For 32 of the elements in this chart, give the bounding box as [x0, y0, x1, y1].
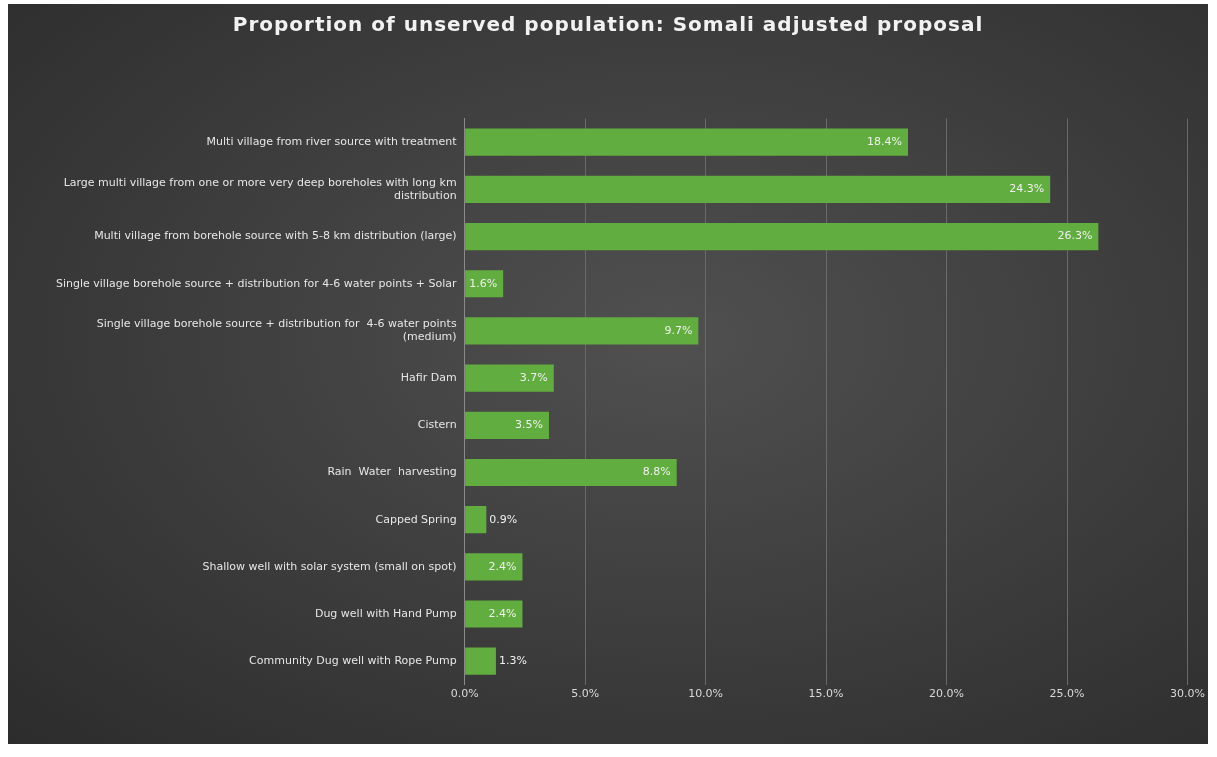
- data-label: 8.8%: [642, 465, 671, 479]
- chart-title: Proportion of unserved population: Somali adjusted proposal: [231, 12, 985, 36]
- x-tick-label: 0.0%: [450, 687, 479, 701]
- data-label: 3.5%: [515, 418, 543, 432]
- x-tick-label: 10.0%: [688, 687, 724, 701]
- y-tick-label: Single village borehole source + distribution for 4-6 water points + Solar: [55, 276, 458, 290]
- y-tick-label: Rain Water harvesting: [327, 465, 457, 479]
- x-tick-label: 30.0%: [1170, 687, 1205, 701]
- y-tick-label: Cistern: [417, 418, 457, 432]
- y-tick-label: Dug well with Hand Pump: [314, 606, 457, 620]
- data-label: 9.7%: [664, 323, 693, 337]
- y-tick-label: Multi village from river source with treatment: [206, 135, 458, 149]
- data-label: 2.4%: [488, 606, 517, 620]
- y-tick-label: Capped Spring: [375, 512, 457, 526]
- x-tick-label: 25.0%: [1049, 687, 1085, 701]
- x-tick-label: 20.0%: [929, 687, 965, 701]
- x-tick-label: 15.0%: [808, 687, 844, 701]
- data-label: 2.4%: [488, 559, 517, 573]
- y-tick-label: Hafir Dam: [400, 370, 457, 384]
- y-tick-label: Shallow well with solar system (small on spot): [202, 559, 457, 573]
- data-label: 24.3%: [1009, 182, 1045, 196]
- y-tick-label: Large multi village from one or more very deep boreholes with long km distribution: [63, 175, 457, 202]
- data-label: 26.3%: [1057, 229, 1093, 243]
- y-tick-label: Community Dug well with Rope Pump: [249, 654, 457, 668]
- data-label: 0.9%: [489, 512, 518, 526]
- data-label: 1.6%: [469, 276, 498, 290]
- y-tick-label: Single village borehole source + distribution for 4-6 water points (medium): [96, 317, 457, 344]
- data-label: 3.7%: [519, 370, 548, 384]
- data-label: 1.3%: [498, 654, 527, 668]
- x-tick-label: 5.0%: [571, 687, 600, 701]
- y-tick-label: Multi village from borehole source with 5-8 km distribution (large): [94, 229, 457, 243]
- data-label: 18.4%: [867, 135, 903, 149]
